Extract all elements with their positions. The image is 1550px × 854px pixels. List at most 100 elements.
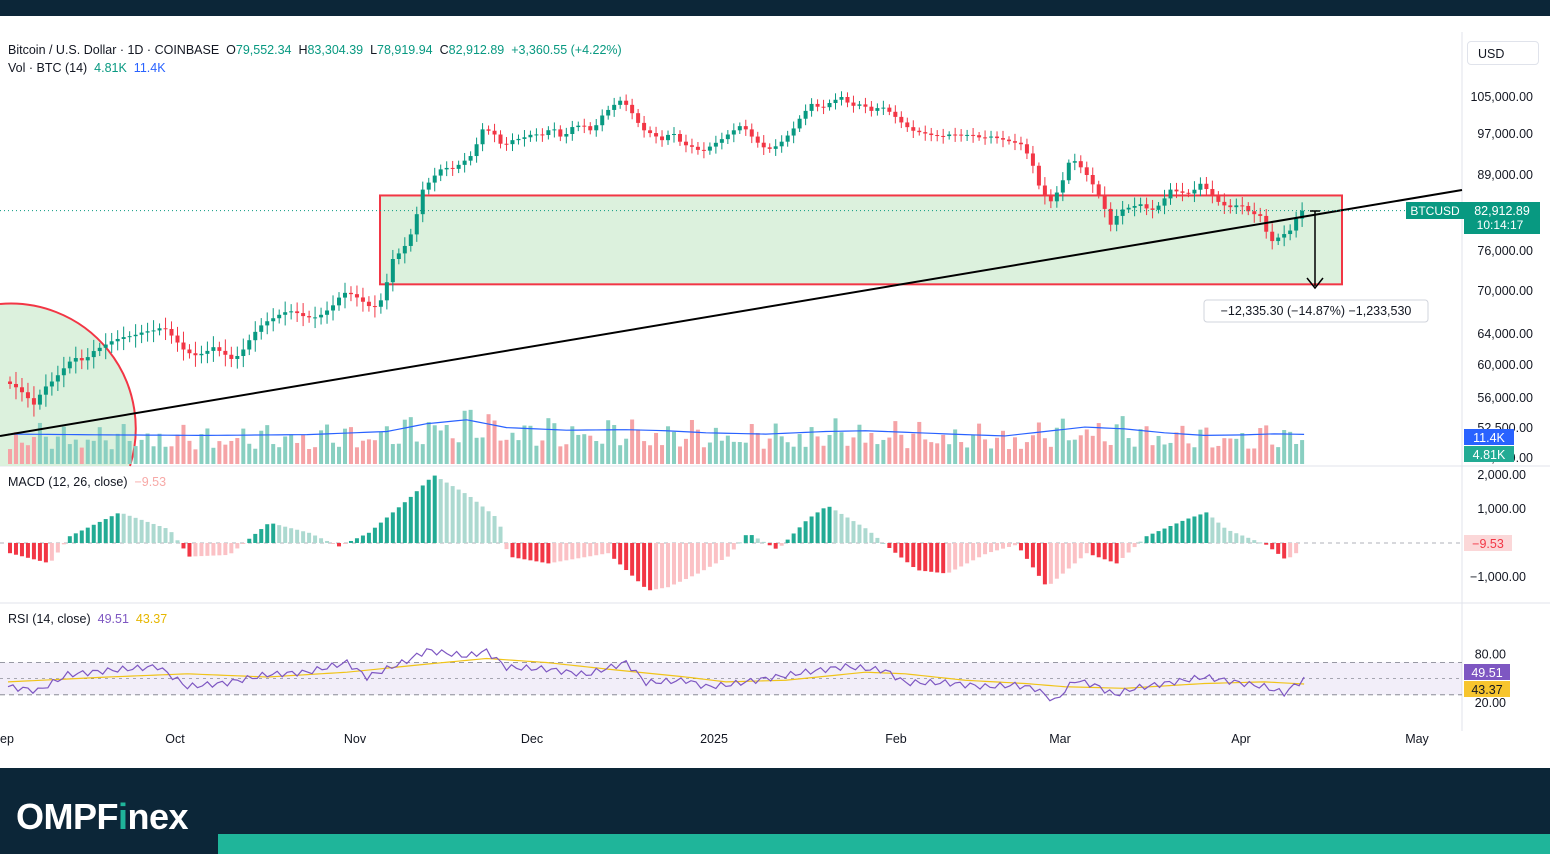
volume-bar <box>648 445 653 464</box>
candle-body <box>743 126 748 130</box>
currency-selector[interactable]: USD <box>1467 41 1539 65</box>
macd-histogram-bar <box>857 524 862 543</box>
candle-body <box>31 398 36 405</box>
macd-histogram-bar <box>654 543 659 590</box>
macd-histogram-bar <box>49 543 54 561</box>
volume-bar <box>414 441 419 464</box>
candle-body <box>791 128 796 136</box>
candle-body <box>953 134 958 136</box>
macd-histogram-bar <box>163 528 168 543</box>
macd-histogram-bar <box>624 543 629 571</box>
time-axis-tick: Oct <box>165 732 185 746</box>
candle-body <box>1300 210 1305 219</box>
macd-histogram-bar <box>1216 522 1221 543</box>
macd-histogram-bar <box>444 482 449 543</box>
volume-bar <box>971 434 976 464</box>
candle-body <box>779 141 784 147</box>
volume-bar <box>331 442 336 464</box>
macd-histogram-bar <box>689 543 694 577</box>
macd-histogram-bar <box>438 479 443 543</box>
macd-histogram-bar <box>199 543 204 557</box>
volume-bar <box>265 425 270 464</box>
price-axis-tick: 56,000.00 <box>1477 391 1533 405</box>
macd-histogram-bar <box>1042 543 1047 585</box>
candle-body <box>1102 194 1107 209</box>
macd-histogram-bar <box>1210 517 1215 543</box>
volume-bar <box>498 440 503 464</box>
volume-tag-text: 4.81K <box>1473 448 1506 462</box>
countdown-text: 10:14:17 <box>1477 218 1524 232</box>
rsi-ma-tag-text: 43.37 <box>1471 683 1502 697</box>
macd-histogram-bar <box>468 496 473 543</box>
macd-histogram-bar <box>737 542 742 544</box>
volume-bar <box>767 438 772 464</box>
volume-bar <box>19 442 24 464</box>
volume-bar <box>247 443 252 464</box>
candle-body <box>1024 144 1029 154</box>
volume-bar <box>85 439 90 464</box>
price-axis-tick: 97,000.00 <box>1477 127 1533 141</box>
trend-line <box>0 189 1463 437</box>
volume-ma-value: 11.4K <box>133 61 166 75</box>
volume-bar <box>133 446 138 464</box>
volume-bar <box>402 419 407 464</box>
symbol-title[interactable]: Bitcoin / U.S. Dollar · 1D · COINBASE <box>8 43 220 57</box>
candle-body <box>648 130 653 134</box>
candle-body <box>1042 185 1047 197</box>
macd-histogram-bar <box>235 543 240 549</box>
candle-body <box>971 134 976 136</box>
macd-histogram-bar <box>1168 526 1173 543</box>
candle-body <box>869 106 874 111</box>
volume-bar <box>396 443 401 464</box>
volume-bar <box>175 434 180 464</box>
volume-bar <box>1072 439 1077 464</box>
volume-bar <box>947 444 952 464</box>
candle-body <box>576 125 581 128</box>
volume-bar <box>61 426 66 464</box>
candle-body <box>145 331 150 333</box>
macd-histogram-bar <box>217 543 222 556</box>
time-axis-tick: Dec <box>521 732 543 746</box>
candle-body <box>348 292 353 295</box>
volume-bar <box>1036 422 1041 464</box>
macd-histogram-bar <box>193 543 198 557</box>
brand-logo[interactable]: OMPFinex <box>16 796 189 837</box>
candle-body <box>719 139 724 143</box>
volume-bar <box>1018 448 1023 464</box>
candle-body <box>235 356 240 359</box>
macd-histogram-bar <box>695 543 700 574</box>
volume-bar <box>121 424 126 464</box>
macd-histogram-bar <box>253 533 258 543</box>
price-chart-svg[interactable]: −12,335.30 (−14.87%) −1,233,530 105,000.0… <box>0 16 1550 768</box>
macd-histogram-bar <box>582 543 587 558</box>
volume-bar <box>97 427 102 464</box>
macd-histogram-bar <box>1264 543 1269 545</box>
volume-label[interactable]: Vol · BTC (14) <box>8 61 88 75</box>
candle-body <box>1144 204 1149 209</box>
change-value: +3,360.55 (+4.22%) <box>511 43 622 57</box>
macd-histogram-bar <box>869 532 874 543</box>
macd-histogram-bar <box>283 526 288 543</box>
candle-body <box>1156 205 1161 210</box>
chart-area[interactable]: −12,335.30 (−14.87%) −1,233,530 105,000.0… <box>0 16 1550 768</box>
rsi-label[interactable]: RSI (14, close) <box>8 612 91 626</box>
candle-body <box>313 317 318 319</box>
candle-body <box>474 144 479 157</box>
price-axis-tick: 60,000.00 <box>1477 358 1533 372</box>
candle-body <box>1012 141 1017 143</box>
volume-bar <box>713 427 718 464</box>
macd-histogram-bar <box>426 479 431 543</box>
macd-histogram-bar <box>941 543 946 574</box>
candle-body <box>325 310 330 315</box>
volume-bar <box>1126 438 1131 464</box>
candle-body <box>504 143 509 145</box>
candle-body <box>61 368 66 376</box>
macd-histogram-bar <box>139 519 144 543</box>
candle-body <box>707 146 712 151</box>
volume-bar <box>977 423 982 464</box>
candle-body <box>570 127 575 134</box>
macd-histogram-bar <box>414 491 419 543</box>
volume-bar <box>863 442 868 464</box>
macd-label[interactable]: MACD (12, 26, close) <box>8 475 128 489</box>
volume-bar <box>522 425 527 464</box>
